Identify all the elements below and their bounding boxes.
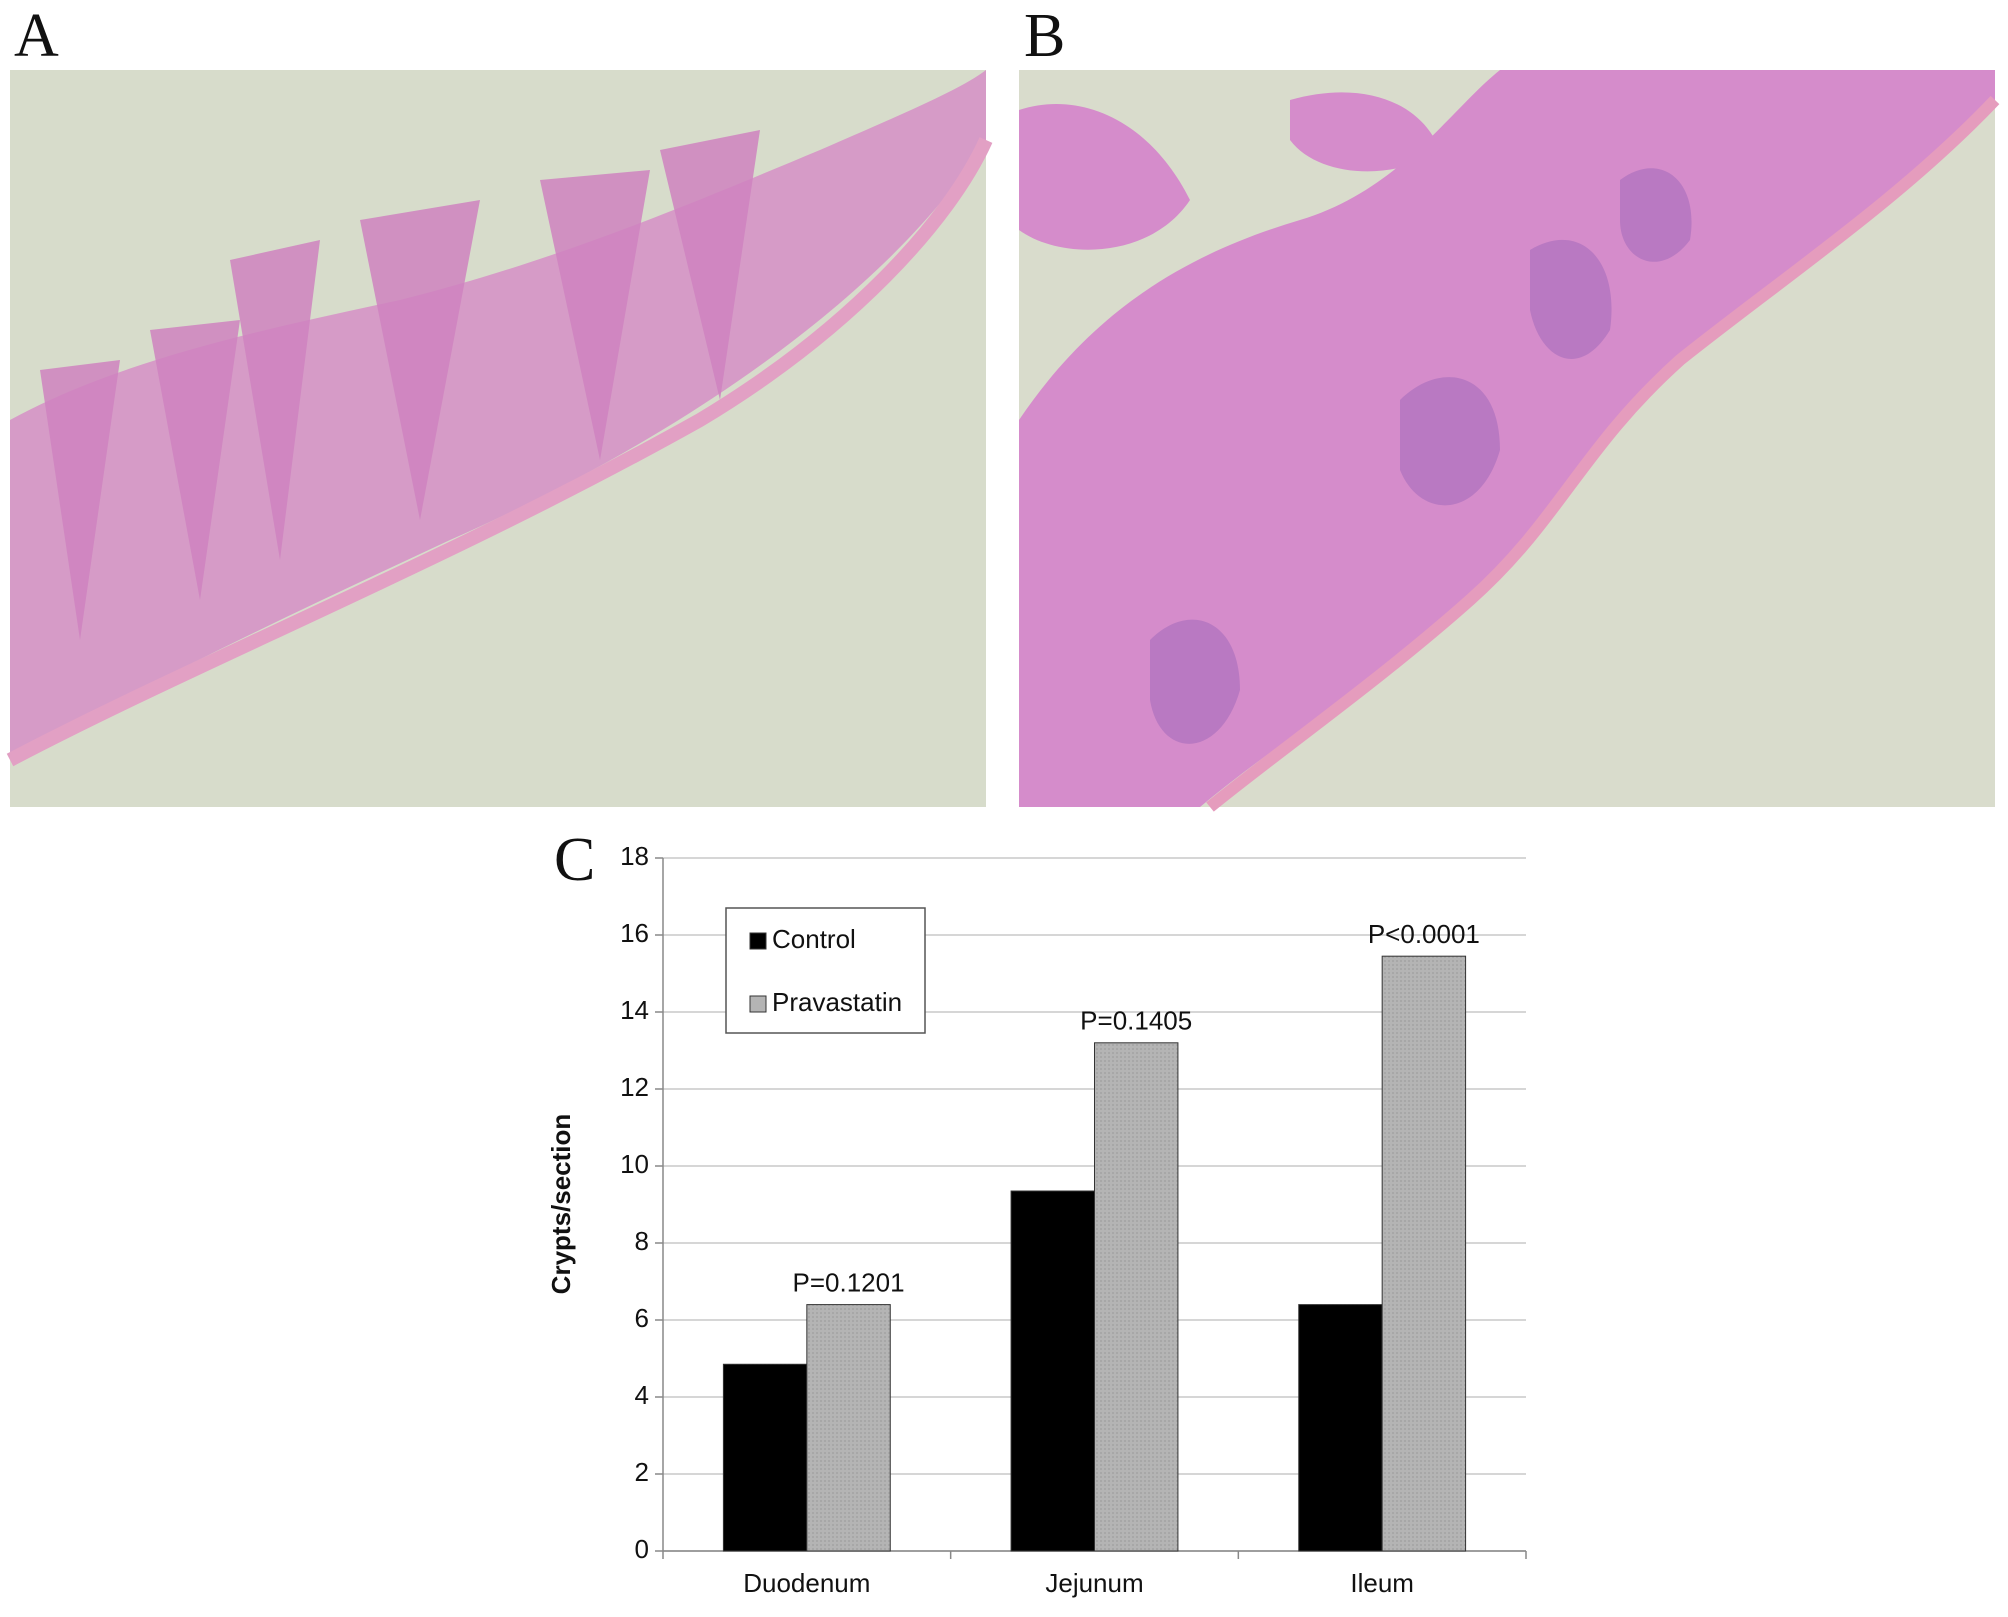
legend-label: Control	[772, 924, 856, 954]
x-tick-label: Duodenum	[743, 1568, 870, 1598]
x-tick-label: Jejunum	[1045, 1568, 1143, 1598]
y-tick-label: 8	[635, 1226, 649, 1256]
y-tick-label: 14	[620, 995, 649, 1025]
bar-texture	[723, 1364, 807, 1551]
annotation: P=0.1405	[1080, 1006, 1192, 1036]
legend-swatch	[749, 932, 767, 950]
panel-label: C	[554, 826, 595, 894]
bar-texture	[1298, 1304, 1383, 1551]
bar-texture	[806, 1304, 891, 1551]
y-tick-label: 10	[620, 1149, 649, 1179]
micrograph-b	[1019, 70, 2000, 812]
annotation: P=0.1201	[793, 1267, 905, 1297]
y-tick-label: 4	[635, 1380, 649, 1410]
y-tick-label: 6	[635, 1303, 649, 1333]
y-tick-label: 2	[635, 1457, 649, 1487]
bar-texture	[1382, 956, 1466, 1551]
bar-texture	[1094, 1042, 1178, 1551]
y-tick-label: 12	[620, 1072, 649, 1102]
panel-label: A	[14, 2, 59, 70]
y-axis-label: Crypts/section	[546, 1114, 576, 1295]
legend-swatch	[749, 995, 767, 1013]
y-tick-label: 18	[620, 841, 649, 871]
annotation: P<0.0001	[1368, 919, 1480, 949]
micrograph-a	[6, 70, 993, 807]
y-tick-label: 0	[635, 1534, 649, 1564]
plot: 0 2 4 6 8 10 12 14 16 18 Duodenum P=0.1201 Jejunum P=…	[620, 841, 1527, 1598]
legend-label: Pravastatin	[772, 987, 902, 1017]
bar-texture	[1011, 1191, 1095, 1551]
panel-label: B	[1024, 2, 1065, 70]
x-tick-label: Ileum	[1350, 1568, 1414, 1598]
y-tick-label: 16	[620, 918, 649, 948]
